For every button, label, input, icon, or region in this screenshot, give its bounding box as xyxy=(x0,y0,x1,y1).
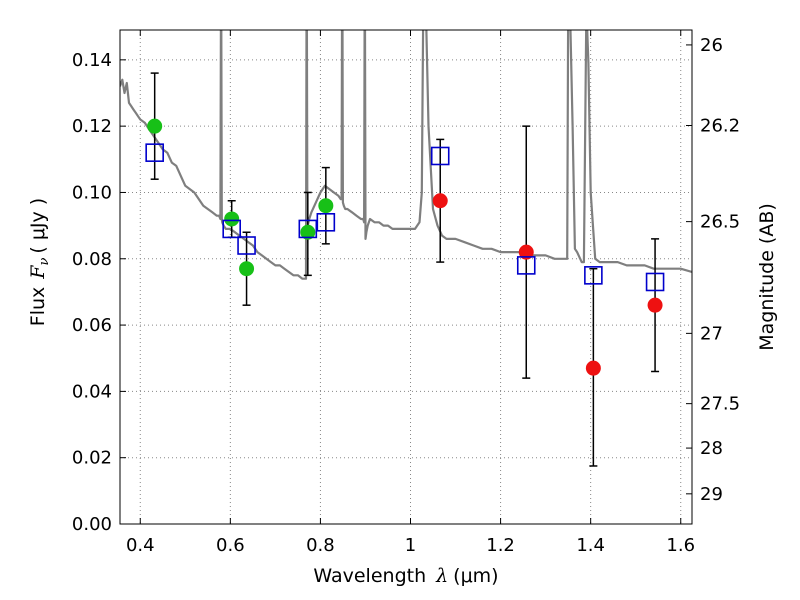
x-axis-label: Wavelength λ (μm) xyxy=(313,565,498,587)
blue-square-marker xyxy=(516,256,536,275)
grid xyxy=(120,30,692,525)
y-tick-label: 0.04 xyxy=(72,381,112,402)
x-tick-label: 1.6 xyxy=(666,535,695,556)
y2-tick-label: 26.5 xyxy=(700,212,740,233)
x-tick-label: 0.4 xyxy=(126,535,155,556)
axis-ticks: 0.4 0.6 0.8 1 1.2 1.4 1.6 0.00 0.02 0.04 0.06 0.08 0… xyxy=(72,30,740,556)
green-circle-marker xyxy=(300,224,316,240)
data-markers xyxy=(145,118,665,376)
x-tick-label: 1.4 xyxy=(576,535,605,556)
y2-tick-label: 26.2 xyxy=(700,115,740,136)
y2-tick-label: 26 xyxy=(700,35,723,56)
blue-square-marker xyxy=(237,236,256,255)
y2-tick-label: 28 xyxy=(700,438,723,459)
green-circle-marker xyxy=(318,198,334,214)
y-tick-label: 0.00 xyxy=(72,514,112,535)
green-circle-marker xyxy=(239,261,255,277)
model-spectrum-line xyxy=(120,30,692,280)
y-tick-label: 0.10 xyxy=(72,182,112,203)
x-tick-label: 0.8 xyxy=(306,535,335,556)
blue-square-marker xyxy=(145,143,164,162)
y-tick-label: 0.08 xyxy=(72,249,112,270)
blue-square-marker xyxy=(222,219,241,239)
y2-tick-label: 27.5 xyxy=(700,394,740,415)
y2-tick-label: 29 xyxy=(700,484,723,505)
blue-square-marker xyxy=(430,146,450,166)
y2-axis-label: Magnitude (AB) xyxy=(756,203,778,351)
green-circle-marker xyxy=(224,211,240,227)
y-tick-label: 0.12 xyxy=(72,116,112,137)
red-circle-marker xyxy=(518,244,534,260)
x-tick-label: 1 xyxy=(405,535,416,556)
red-circle-marker xyxy=(647,297,663,313)
y-tick-label: 0.14 xyxy=(72,50,112,71)
x-tick-label: 0.6 xyxy=(216,535,245,556)
plot-frame xyxy=(119,29,693,525)
y-axis-label: FluxFν( μJy ) xyxy=(27,198,52,326)
y-tick-label: 0.06 xyxy=(72,315,112,336)
blue-square-marker xyxy=(316,212,336,232)
y2-tick-label: 27 xyxy=(700,323,723,344)
error-bars xyxy=(150,72,660,467)
red-circle-marker xyxy=(432,193,448,209)
blue-square-marker xyxy=(584,266,603,285)
model-spectrum xyxy=(120,30,692,280)
x-tick-label: 1.2 xyxy=(486,535,515,556)
green-circle-marker xyxy=(147,118,163,134)
y-tick-label: 0.02 xyxy=(72,448,112,469)
red-circle-marker xyxy=(585,360,601,376)
blue-square-marker xyxy=(298,219,318,239)
blue-square-marker xyxy=(645,272,665,292)
